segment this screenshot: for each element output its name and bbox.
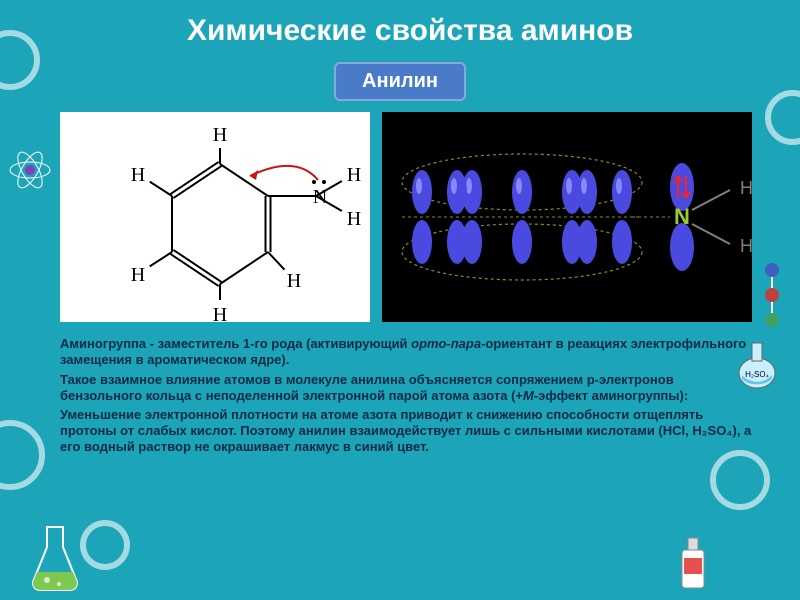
svg-text:H: H — [131, 164, 145, 186]
svg-text:N: N — [313, 186, 327, 208]
deco-ring — [765, 90, 800, 145]
svg-text:H: H — [213, 124, 227, 146]
svg-text:H: H — [740, 178, 752, 198]
orbital-diagram: N H H — [382, 112, 752, 322]
molecule-icon — [752, 260, 792, 340]
paragraph-1: Аминогруппа - заместитель 1-го рода (акт… — [60, 336, 752, 368]
svg-text:H: H — [131, 264, 145, 286]
explanation-text: Аминогруппа - заместитель 1-го рода (акт… — [60, 336, 752, 455]
aniline-structure-diagram: HHHHHHHN — [60, 112, 370, 322]
svg-text:H: H — [347, 164, 361, 186]
svg-text:N: N — [674, 204, 690, 229]
paragraph-3: Уменьшение электронной плотности на атом… — [60, 407, 752, 455]
bottle-icon — [676, 532, 710, 592]
deco-ring — [80, 520, 130, 570]
svg-text:H: H — [287, 270, 301, 292]
svg-text:H: H — [213, 304, 227, 322]
paragraph-2: Такое взаимное влияние атомов в молекуле… — [60, 372, 752, 404]
flask-icon — [25, 522, 85, 592]
subtitle-badge: Анилин — [334, 62, 466, 101]
svg-text:H: H — [347, 208, 361, 230]
deco-ring — [0, 30, 40, 90]
slide-title: Химические свойства аминов — [60, 14, 760, 48]
deco-ring — [0, 420, 45, 490]
svg-text:H: H — [740, 236, 752, 256]
deco-ring — [710, 450, 770, 510]
atom-model-icon — [5, 140, 55, 200]
